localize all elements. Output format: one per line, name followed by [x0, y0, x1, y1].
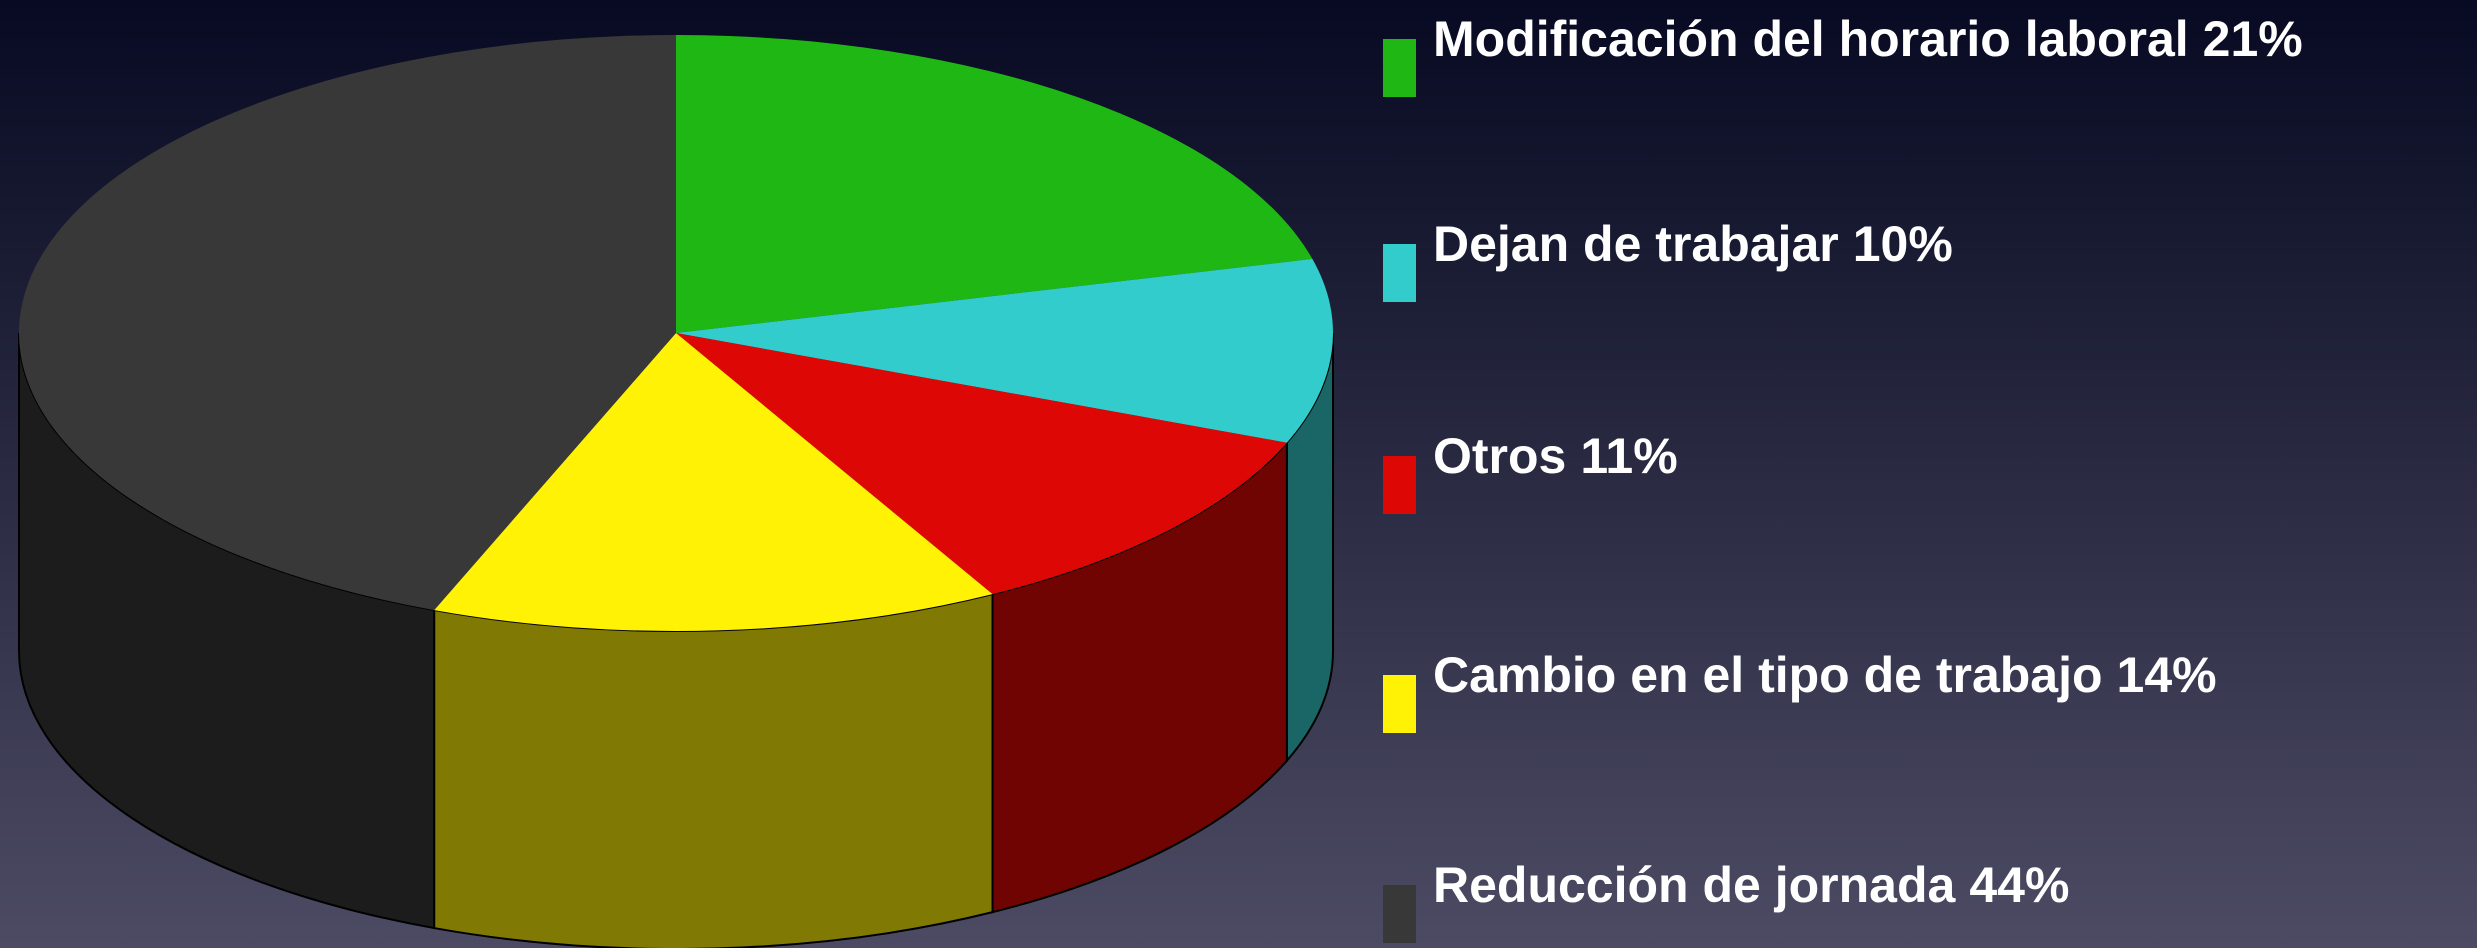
- legend-name: Cambio en el tipo de trabajo: [1433, 647, 2103, 703]
- legend-name: Modificación del horario laboral: [1433, 11, 2189, 67]
- legend-name: Reducción de jornada: [1433, 857, 1957, 913]
- legend-name: Otros: [1433, 428, 1566, 484]
- legend-value: 10%: [1853, 216, 1953, 272]
- legend-value: 11%: [1580, 428, 1677, 484]
- pie-slice: [676, 258, 1333, 443]
- legend-value: 14%: [2117, 647, 2217, 703]
- legend-swatch: [1383, 675, 1416, 733]
- pie-side: [433, 592, 994, 948]
- pie-slice: [676, 333, 1287, 595]
- legend-name: Dejan de trabajar: [1433, 216, 1839, 272]
- pie-slice: [19, 35, 676, 611]
- legend-swatch: [1383, 39, 1416, 97]
- legend-swatch: [1383, 885, 1416, 943]
- pie-slice: [676, 35, 1313, 333]
- legend: Modificación del horario laboral 21% Dejan…: [1383, 11, 2303, 943]
- legend-label: Modificación del horario laboral 21%: [1433, 11, 2303, 67]
- pie-slice: [434, 333, 993, 631]
- legend-swatch: [1383, 244, 1416, 302]
- legend-swatch: [1383, 456, 1416, 514]
- legend-label: Cambio en el tipo de trabajo 14%: [1433, 647, 2217, 703]
- legend-value: 44%: [1969, 857, 2069, 913]
- legend-value: 21%: [2203, 11, 2303, 67]
- legend-label: Reducción de jornada 44%: [1433, 857, 2069, 913]
- legend-label: Dejan de trabajar 10%: [1433, 216, 1953, 272]
- legend-label: Otros 11%: [1433, 428, 1678, 484]
- pie: [18, 35, 1334, 948]
